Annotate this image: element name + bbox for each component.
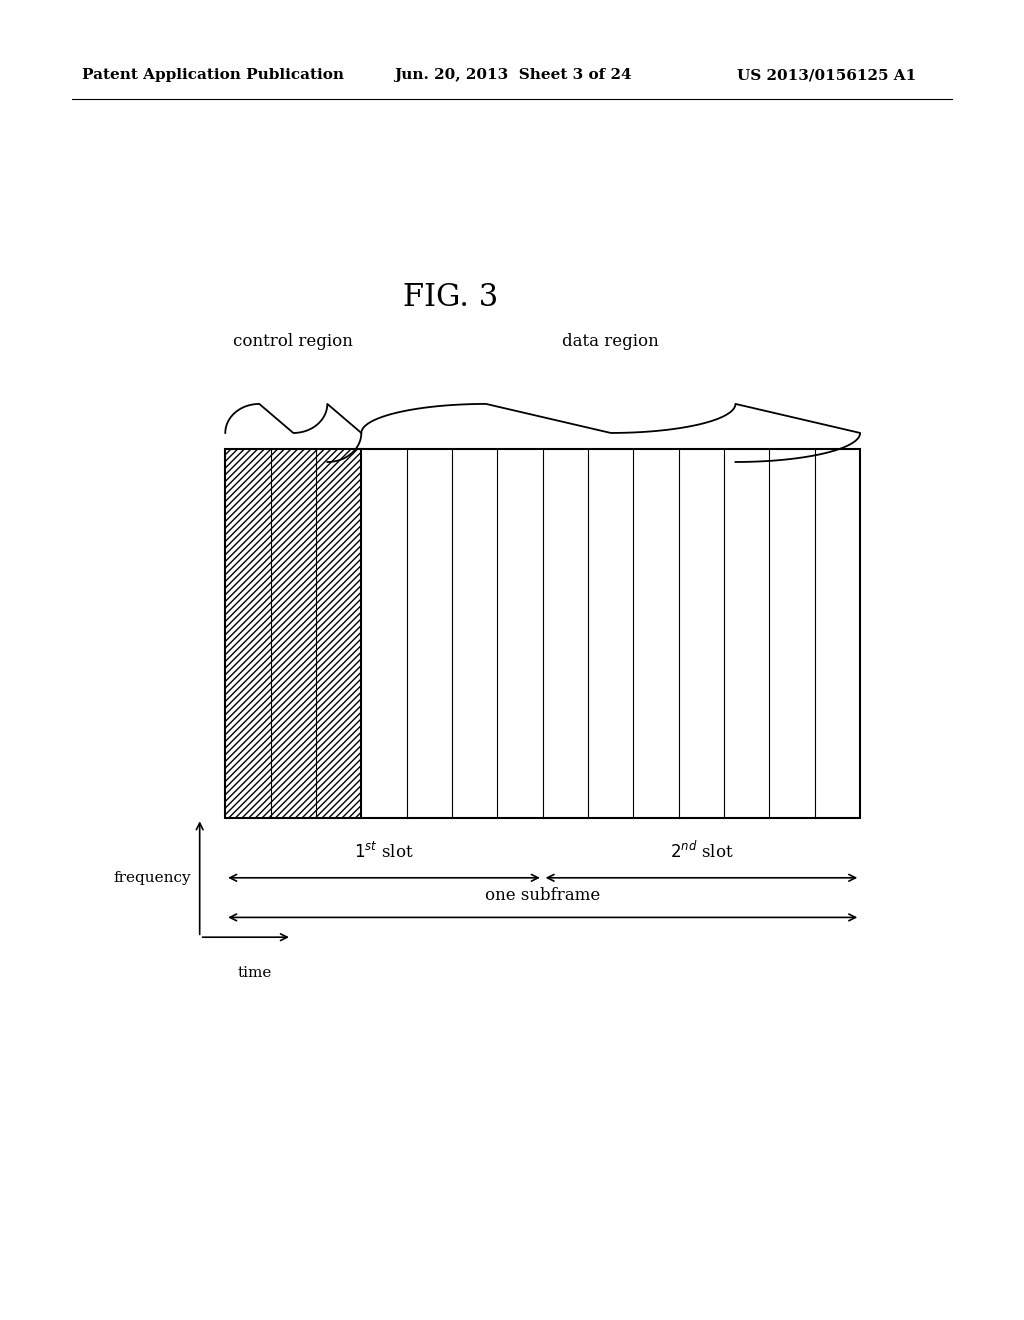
Text: $2^{nd}$ slot: $2^{nd}$ slot [670, 841, 733, 862]
Text: Patent Application Publication: Patent Application Publication [82, 69, 344, 82]
Bar [225, 449, 860, 818]
Text: data region: data region [562, 333, 659, 350]
Text: time: time [238, 966, 272, 981]
Text: FIG. 3: FIG. 3 [402, 281, 499, 313]
Text: frequency: frequency [114, 871, 191, 884]
Text: US 2013/0156125 A1: US 2013/0156125 A1 [737, 69, 916, 82]
Text: control region: control region [233, 333, 353, 350]
Text: one subframe: one subframe [485, 887, 600, 904]
Text: $1^{st}$ slot: $1^{st}$ slot [354, 842, 414, 862]
Text: Jun. 20, 2013  Sheet 3 of 24: Jun. 20, 2013 Sheet 3 of 24 [394, 69, 632, 82]
Bar [225, 449, 361, 818]
